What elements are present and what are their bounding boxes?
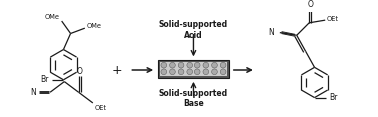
Text: +: + (112, 64, 122, 77)
Circle shape (187, 62, 192, 68)
Text: OMe: OMe (87, 23, 102, 29)
Text: O: O (77, 67, 83, 76)
Circle shape (203, 62, 209, 68)
Text: N: N (30, 88, 36, 97)
Polygon shape (158, 60, 229, 78)
Circle shape (178, 69, 184, 75)
Circle shape (212, 62, 217, 68)
Text: Solid-supported
Base: Solid-supported Base (159, 89, 228, 108)
Circle shape (194, 62, 200, 68)
Circle shape (220, 69, 226, 75)
Circle shape (178, 62, 184, 68)
Circle shape (212, 69, 217, 75)
Circle shape (220, 62, 226, 68)
Circle shape (161, 69, 167, 75)
Text: OEt: OEt (327, 16, 339, 22)
Text: Br: Br (40, 75, 48, 84)
Circle shape (170, 69, 175, 75)
Text: N: N (269, 28, 274, 37)
Circle shape (203, 69, 209, 75)
Text: O: O (307, 0, 313, 9)
Circle shape (187, 69, 192, 75)
Text: Solid-supported
Acid: Solid-supported Acid (159, 20, 228, 40)
Circle shape (170, 62, 175, 68)
Circle shape (161, 62, 167, 68)
Polygon shape (160, 62, 227, 76)
Text: Br: Br (330, 93, 338, 102)
Text: OMe: OMe (45, 15, 60, 20)
Text: OEt: OEt (94, 105, 107, 111)
Circle shape (194, 69, 200, 75)
